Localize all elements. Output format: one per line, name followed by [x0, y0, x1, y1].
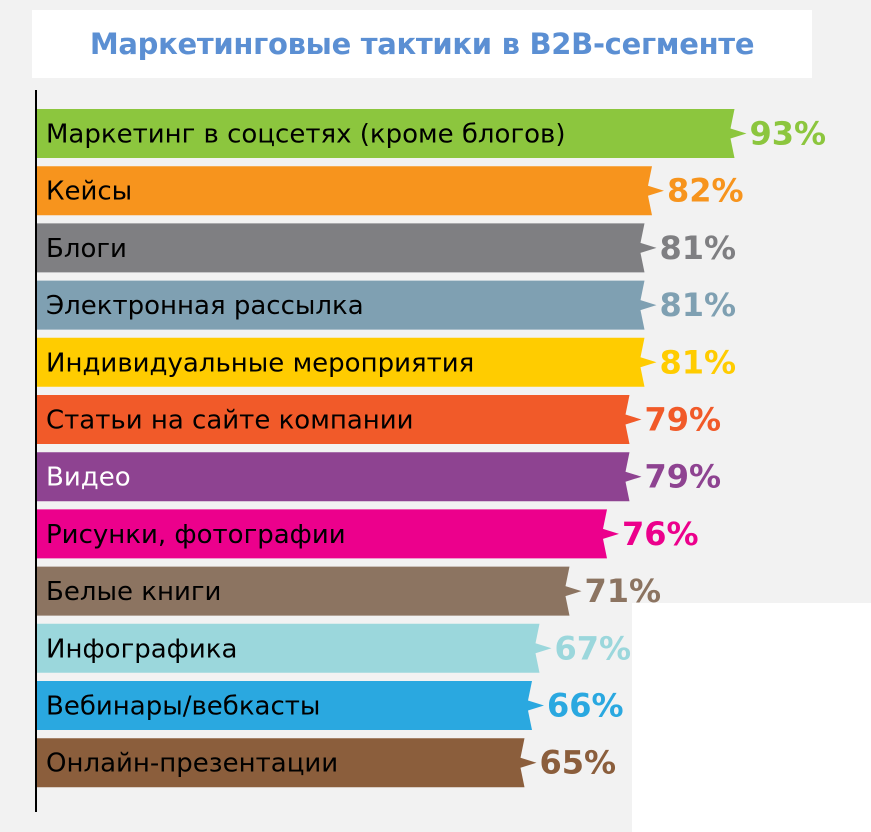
- bar: [37, 223, 657, 273]
- category-label: Вебинары/вебкасты: [46, 692, 320, 722]
- value-label: 81%: [660, 343, 737, 381]
- value-label: 79%: [645, 401, 722, 439]
- bar: [37, 337, 657, 387]
- bar: [37, 566, 582, 616]
- value-label: 81%: [660, 286, 737, 324]
- value-label: 66%: [547, 687, 624, 725]
- category-label: Электронная рассылка: [46, 291, 364, 321]
- value-label: 67%: [555, 629, 632, 667]
- category-label: Белые книги: [46, 577, 221, 607]
- value-label: 71%: [585, 572, 662, 610]
- background-panel: [632, 603, 871, 832]
- value-label: 81%: [660, 229, 737, 267]
- bar: [37, 738, 537, 788]
- category-label: Маркетинг в соцсетях (кроме блогов): [46, 120, 565, 150]
- bar: [37, 509, 619, 559]
- title-box: Маркетинговые тактики в B2B-сегменте: [32, 10, 812, 78]
- category-label: Инфографика: [46, 634, 237, 664]
- bar: [37, 395, 642, 444]
- bar: [37, 166, 664, 216]
- bar: [37, 109, 747, 158]
- value-label: 79%: [645, 458, 722, 496]
- category-label: Видео: [46, 463, 131, 493]
- value-label: 76%: [622, 515, 699, 553]
- category-label: Индивидуальные мероприятия: [46, 348, 474, 378]
- category-label: Блоги: [46, 234, 127, 264]
- value-label: 65%: [540, 744, 617, 782]
- bar: [37, 681, 544, 730]
- bar: [37, 623, 552, 673]
- chart-title: Маркетинговые тактики в B2B-сегменте: [89, 27, 755, 61]
- value-label: 82%: [667, 172, 744, 210]
- value-label: 93%: [750, 115, 827, 153]
- category-label: Кейсы: [46, 177, 132, 207]
- category-label: Рисунки, фотографии: [46, 520, 346, 550]
- category-label: Статьи на сайте компании: [46, 406, 414, 436]
- bar: [37, 280, 657, 330]
- bar: [37, 452, 642, 502]
- category-label: Онлайн-презентации: [46, 749, 338, 779]
